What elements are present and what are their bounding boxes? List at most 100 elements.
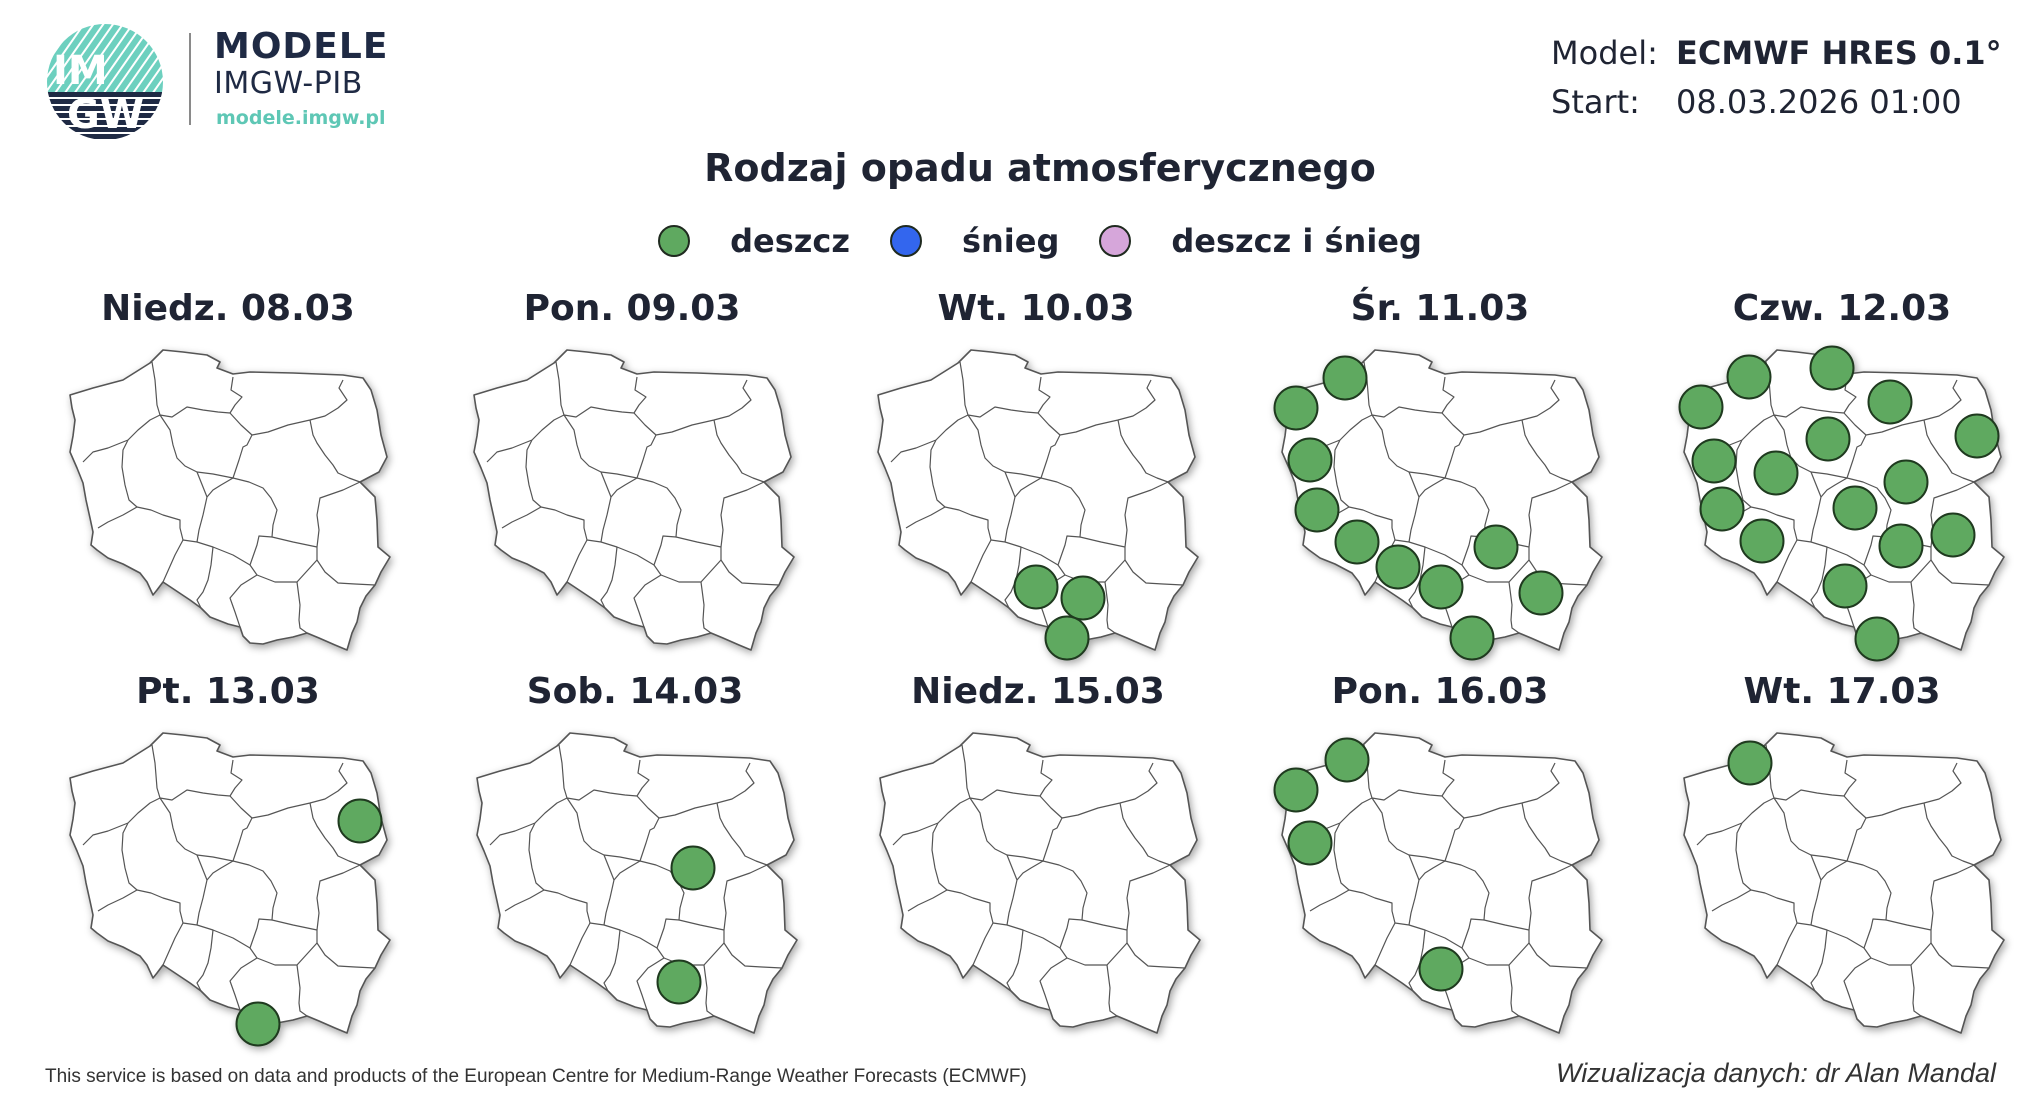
voivodeship-border — [1004, 541, 1059, 566]
voivodeship-border — [1371, 789, 1465, 862]
legend-item-snow: śnieg — [889, 222, 1059, 260]
country-outline — [1281, 349, 1603, 651]
voivodeship-border — [1696, 822, 1743, 846]
voivodeship-border — [703, 964, 715, 1017]
poland-map — [473, 349, 795, 651]
voivodeship-border — [700, 581, 712, 634]
voivodeship-border — [159, 789, 253, 862]
voivodeship-border — [196, 929, 214, 992]
voivodeship-border — [959, 361, 969, 416]
voivodeship-border — [1408, 546, 1426, 609]
country-outline — [879, 732, 1201, 1034]
voivodeship-border — [1059, 918, 1128, 966]
voivodeship-border — [162, 539, 198, 583]
voivodeship-border — [1039, 759, 1053, 797]
voivodeship-border — [196, 924, 251, 949]
voivodeship-border — [528, 822, 545, 891]
poland-map — [1683, 732, 2005, 1034]
voivodeship-border — [1741, 414, 1775, 441]
country-outline — [476, 732, 798, 1034]
voivodeship-border — [196, 854, 208, 881]
panel-date-title: Wt. 17.03 — [1743, 671, 1941, 712]
voivodeship-border — [569, 922, 605, 966]
chart-title: Rodzaj opadu atmosferycznego — [704, 146, 1376, 190]
voivodeship-border — [309, 419, 361, 483]
voivodeship-border — [653, 535, 722, 583]
svg-text:GW: GW — [67, 92, 144, 138]
poland-map — [879, 732, 1201, 1034]
visualization-credit: Wizualizacja danych: dr Alan Mandal — [1556, 1058, 1996, 1088]
voivodeship-border — [655, 379, 752, 436]
precip-marker-rain — [235, 1001, 281, 1047]
precip-marker-rain — [1473, 524, 1519, 570]
voivodeship-border — [151, 744, 161, 799]
voivodeship-border — [1773, 789, 1867, 862]
voivodeship-border — [1810, 924, 1865, 949]
voivodeship-border — [658, 762, 755, 819]
voivodeship-border — [1810, 541, 1865, 566]
voivodeship-border — [196, 546, 214, 609]
voivodeship-border — [196, 541, 251, 566]
precip-marker-rain — [1418, 946, 1464, 992]
voivodeship-border — [600, 541, 655, 566]
precip-marker-rain — [1809, 345, 1855, 391]
voivodeship-border — [1117, 419, 1169, 483]
voivodeship-border — [1004, 546, 1022, 609]
voivodeship-border — [600, 471, 612, 498]
voivodeship-border — [127, 414, 161, 441]
voivodeship-border — [1521, 419, 1573, 483]
logo-divider — [189, 33, 191, 125]
voivodeship-border — [633, 574, 662, 628]
legend-item-rain: deszcz — [658, 222, 850, 260]
precip-marker-rain — [1822, 563, 1868, 609]
precip-marker-rain — [1883, 459, 1929, 505]
voivodeship-border — [961, 744, 971, 799]
voivodeship-border — [1810, 471, 1822, 498]
voivodeship-border — [603, 929, 621, 992]
voivodeship-border — [82, 439, 129, 463]
voivodeship-border — [1408, 924, 1463, 949]
voivodeship-border — [1119, 802, 1171, 866]
legend-item-mixed: deszcz i śnieg — [1099, 222, 1422, 260]
voivodeship-border — [1711, 889, 1798, 924]
voivodeship-border — [1004, 471, 1016, 498]
precip-marker-rain — [1854, 616, 1900, 662]
voivodeship-border — [1865, 379, 1962, 436]
voivodeship-border — [1923, 419, 1975, 483]
voivodeship-border — [1910, 964, 1922, 1017]
precip-marker-rain — [1044, 615, 1090, 661]
voivodeship-border — [1059, 379, 1156, 436]
voivodeship-border — [1463, 379, 1560, 436]
precip-marker-rain — [1878, 523, 1924, 569]
voivodeship-border — [1508, 964, 1520, 1017]
precip-marker-rain — [656, 959, 702, 1005]
voivodeship-border — [1810, 546, 1828, 609]
voivodeship-border — [1309, 889, 1396, 924]
voivodeship-border — [566, 789, 660, 862]
voivodeship-border — [1124, 559, 1184, 586]
brand-url-link[interactable]: modele.imgw.pl — [216, 107, 386, 129]
precip-marker-rain — [1805, 416, 1851, 462]
voivodeship-border — [251, 762, 348, 819]
voivodeship-border — [931, 822, 948, 891]
precip-marker-rain — [1867, 379, 1913, 425]
voivodeship-border — [1810, 854, 1822, 881]
voivodeship-border — [1810, 929, 1828, 992]
panel-date-title: Śr. 11.03 — [1350, 288, 1530, 329]
voivodeship-border — [1461, 535, 1530, 583]
precip-marker-rain — [1699, 486, 1745, 532]
voivodeship-border — [723, 942, 783, 969]
voivodeship-border — [1408, 854, 1420, 881]
voivodeship-border — [1735, 822, 1752, 891]
voivodeship-border — [1735, 439, 1752, 508]
precip-marker-rain — [1954, 413, 2000, 459]
imgw-logo: IM GW — [45, 22, 165, 142]
voivodeship-border — [555, 361, 565, 416]
poland-map — [69, 732, 391, 1047]
voivodeship-border — [486, 439, 533, 463]
ecmwf-attribution: This service is based on data and produc… — [45, 1066, 1027, 1087]
voivodeship-border — [159, 406, 253, 479]
voivodeship-border — [162, 922, 198, 966]
voivodeship-border — [1528, 942, 1588, 969]
voivodeship-border — [566, 539, 602, 583]
